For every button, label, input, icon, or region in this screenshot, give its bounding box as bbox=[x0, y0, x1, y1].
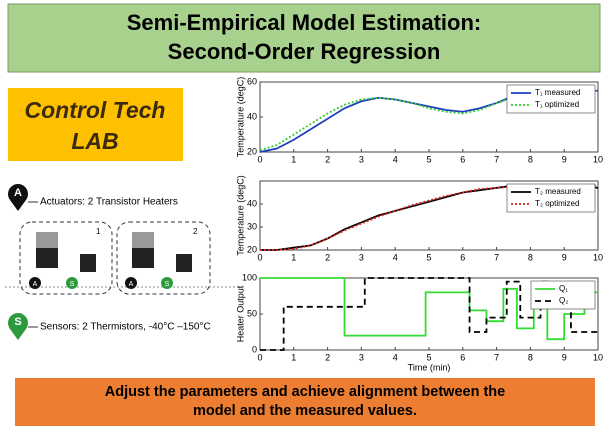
y-axis-label: Temperature (degC) bbox=[235, 77, 245, 158]
logo-box bbox=[8, 88, 183, 161]
x-axis-label: Time (min) bbox=[408, 362, 451, 372]
x-tick-label: 7 bbox=[494, 252, 499, 262]
y-tick-label: 60 bbox=[247, 76, 257, 86]
y-tick-label: 50 bbox=[247, 308, 257, 318]
series-line bbox=[260, 277, 598, 341]
x-tick-label: 4 bbox=[393, 352, 398, 362]
legend-label: Q₁ bbox=[559, 284, 568, 293]
legend-label: T₁ optimized bbox=[535, 100, 579, 109]
device-box bbox=[116, 221, 211, 295]
marker-dot bbox=[161, 277, 173, 289]
x-tick-label: 6 bbox=[460, 154, 465, 164]
x-tick-label: 10 bbox=[593, 352, 603, 362]
x-tick-label: 10 bbox=[593, 154, 603, 164]
x-tick-label: 6 bbox=[460, 352, 465, 362]
marker-pin bbox=[8, 313, 28, 340]
x-tick-label: 1 bbox=[291, 154, 296, 164]
actuators-label: Actuators: 2 Transistor Heaters bbox=[40, 197, 178, 208]
y-tick-label: 30 bbox=[247, 221, 257, 231]
logo-text: Control Tech bbox=[25, 97, 166, 123]
thermistor bbox=[176, 254, 192, 272]
y-tick-label: 40 bbox=[247, 198, 257, 208]
x-tick-label: 5 bbox=[426, 252, 431, 262]
legend-box bbox=[506, 183, 596, 213]
x-tick-label: 4 bbox=[393, 154, 398, 164]
x-tick-label: 1 bbox=[291, 252, 296, 262]
banner-text: model and the measured values. bbox=[193, 403, 417, 419]
x-tick-label: 9 bbox=[562, 252, 567, 262]
x-tick-label: 3 bbox=[359, 352, 364, 362]
box-label: 1 bbox=[96, 227, 101, 236]
marker-letter: S bbox=[165, 281, 170, 288]
banner-box bbox=[15, 378, 595, 426]
x-tick-label: 8 bbox=[528, 352, 533, 362]
transistor bbox=[36, 248, 58, 268]
x-tick-label: 9 bbox=[562, 352, 567, 362]
header-box bbox=[7, 3, 601, 73]
x-tick-label: 0 bbox=[257, 252, 262, 262]
series-line bbox=[260, 184, 598, 251]
x-tick-label: 4 bbox=[393, 252, 398, 262]
y-tick-label: 40 bbox=[247, 111, 257, 121]
header-title: Semi-Empirical Model Estimation: bbox=[127, 10, 482, 35]
legend-box bbox=[506, 84, 596, 114]
x-tick-label: 2 bbox=[325, 352, 330, 362]
x-tick-label: 8 bbox=[528, 252, 533, 262]
legend-label: T₂ optimized bbox=[535, 199, 579, 208]
y-axis-label: Heater Output bbox=[235, 285, 245, 342]
logo-text: LAB bbox=[71, 128, 118, 154]
x-tick-label: 5 bbox=[426, 154, 431, 164]
x-tick-label: 5 bbox=[426, 352, 431, 362]
header-title: Second-Order Regression bbox=[168, 39, 441, 64]
marker-letter: A bbox=[14, 187, 22, 199]
diagram: 1 2 A Actuators: 2 Transistor Heaters A … bbox=[5, 184, 245, 340]
box-label: 2 bbox=[193, 227, 198, 236]
marker-dot bbox=[66, 277, 78, 289]
marker-letter: A bbox=[129, 281, 134, 288]
legend-box bbox=[530, 280, 596, 310]
x-tick-label: 8 bbox=[528, 154, 533, 164]
marker-pin bbox=[8, 184, 29, 211]
transistor bbox=[132, 248, 154, 268]
sensors-label: Sensors: 2 Thermistors, -40°C –150°C bbox=[40, 322, 211, 333]
banner-text: Adjust the parameters and achieve alignm… bbox=[105, 384, 505, 400]
x-tick-label: 3 bbox=[359, 252, 364, 262]
legend-label: T₁ measured bbox=[535, 88, 580, 97]
x-tick-label: 6 bbox=[460, 252, 465, 262]
x-tick-label: 2 bbox=[325, 154, 330, 164]
marker-letter: S bbox=[14, 316, 21, 328]
y-tick-label: 0 bbox=[252, 344, 257, 354]
marker-dot bbox=[29, 277, 41, 289]
series-line bbox=[259, 89, 598, 152]
marker-dot bbox=[125, 277, 137, 289]
marker-letter: A bbox=[33, 281, 38, 288]
x-tick-label: 7 bbox=[494, 352, 499, 362]
x-tick-label: 0 bbox=[257, 352, 262, 362]
y-tick-label: 20 bbox=[247, 244, 257, 254]
x-tick-label: 3 bbox=[359, 154, 364, 164]
marker-letter: S bbox=[70, 281, 75, 288]
x-tick-label: 1 bbox=[291, 352, 296, 362]
x-tick-label: 2 bbox=[325, 252, 330, 262]
x-tick-label: 0 bbox=[257, 154, 262, 164]
x-tick-label: 7 bbox=[494, 154, 499, 164]
y-tick-label: 100 bbox=[242, 272, 257, 282]
y-tick-label: 20 bbox=[247, 146, 257, 156]
y-axis-label: Temperature (degC) bbox=[235, 175, 245, 256]
thermistor bbox=[80, 254, 96, 272]
x-tick-label: 9 bbox=[562, 154, 567, 164]
legend-label: T₂ measured bbox=[535, 187, 581, 196]
legend-label: Q₂ bbox=[559, 296, 568, 305]
x-tick-label: 10 bbox=[593, 252, 603, 262]
